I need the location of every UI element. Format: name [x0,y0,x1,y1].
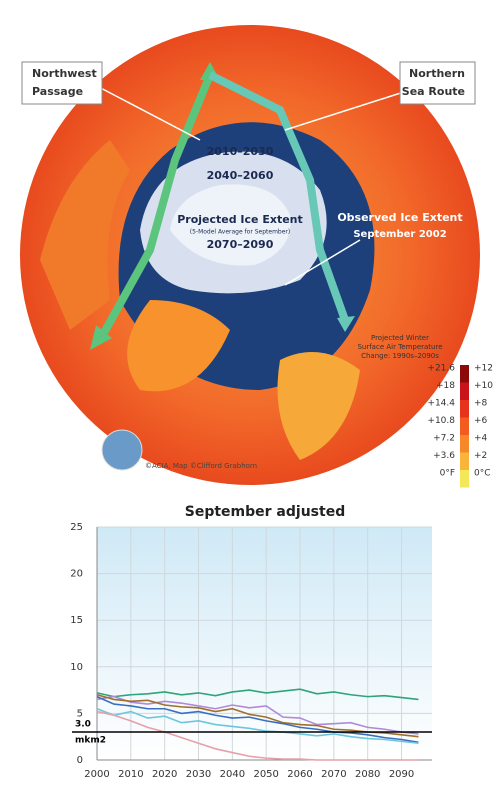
series-line [96,695,419,744]
arrow-head [337,316,355,332]
series-line [96,695,419,735]
series-line [96,710,419,761]
arctic-map: Northwest Passage Northern Sea Route 201… [20,25,480,485]
callout-label: Northwest [32,67,97,80]
scale-swatch [460,382,469,400]
callout-label: Sea Route [402,85,465,98]
scale-label-f: +10.8 [427,416,455,426]
x-tick-label: 2050 [253,769,278,780]
y-tick-label: 10 [70,662,83,673]
scale-label-c: +12 [474,364,493,374]
y-tick-label: 5 [77,708,83,719]
x-tick-label: 2070 [321,769,346,780]
x-tick-label: 2060 [287,769,312,780]
scale-label-c: 0°C [474,469,491,479]
northwest-route [96,73,214,342]
period-label: 2070–2090 [207,238,274,251]
x-tick-label: 2040 [220,769,245,780]
land [40,140,130,330]
y-tick-label: 0 [77,755,83,766]
x-tick-label: 2000 [84,769,109,780]
arrow-head [90,325,112,350]
plot-background [97,527,432,760]
scale-label-c: +6 [474,416,488,426]
x-tick-label: 2030 [186,769,211,780]
period-label: 2040–2060 [207,169,274,182]
ice-note: (5-Model Average for September) [190,229,290,236]
scale-label-f: 0°F [440,469,455,479]
logo [101,429,143,471]
scale-swatch [460,452,469,470]
scale-swatch [460,365,469,383]
scale-swatch [460,435,469,453]
sea-route [208,71,349,322]
scale-label-f: +7.2 [433,434,455,444]
reference-label: 3.0 [75,720,91,730]
callout [399,61,476,105]
callout [21,61,103,105]
scale-label-c: +4 [474,434,488,444]
callout-label: Northern [409,67,465,80]
scale-title: Surface Air Temperature [357,343,442,351]
y-tick-label: 20 [70,569,83,580]
series-line [96,707,419,745]
scale-label-f: +18 [436,381,455,391]
scale-swatch [460,470,469,488]
y-tick-label: 15 [70,615,83,626]
pointer [94,84,201,141]
observed-label: September 2002 [353,229,446,240]
scale-title: Change: 1990s–2090s [361,352,439,360]
chart-title: September adjusted [185,504,345,520]
observed-label: Observed Ice Extent [337,211,462,224]
scale-title: Projected Winter [371,334,429,342]
ice-core [170,184,291,266]
scale-swatch [460,417,469,435]
scale-label-f: +14.4 [427,399,455,409]
scale-label-c: +10 [474,381,493,391]
period-label: 2010–2030 [207,145,274,158]
scale-label-c: +8 [474,399,488,409]
reference-label: mkm2 [75,736,106,746]
scale-swatch [460,400,469,418]
series-line [96,688,419,701]
x-tick-label: 2080 [355,769,380,780]
y-tick-label: 25 [70,522,83,533]
x-tick-label: 2090 [389,769,414,780]
land [127,300,230,392]
x-tick-label: 2010 [118,769,143,780]
ice-title: Projected Ice Extent [177,213,303,226]
scale-label-c: +2 [474,451,487,461]
chart: 0 5 10 15 20 25 2000 2010 2020 2030 2040 2050 2060 20… [70,522,432,780]
pointer [284,89,411,131]
land [277,352,360,460]
pointer [284,239,361,286]
scale-label-f: +21.6 [427,364,455,374]
callout-label: Passage [32,85,83,98]
color-scale: +21.6 +18 +14.4 +10.8 +7.2 +3.6 0°F +12 +10 +8 +6 +… [427,364,493,488]
x-tick-label: 2020 [152,769,177,780]
credit: ©ACIA, Map ©Clifford Grabhorn [145,462,257,470]
scale-label-f: +3.6 [433,451,455,461]
